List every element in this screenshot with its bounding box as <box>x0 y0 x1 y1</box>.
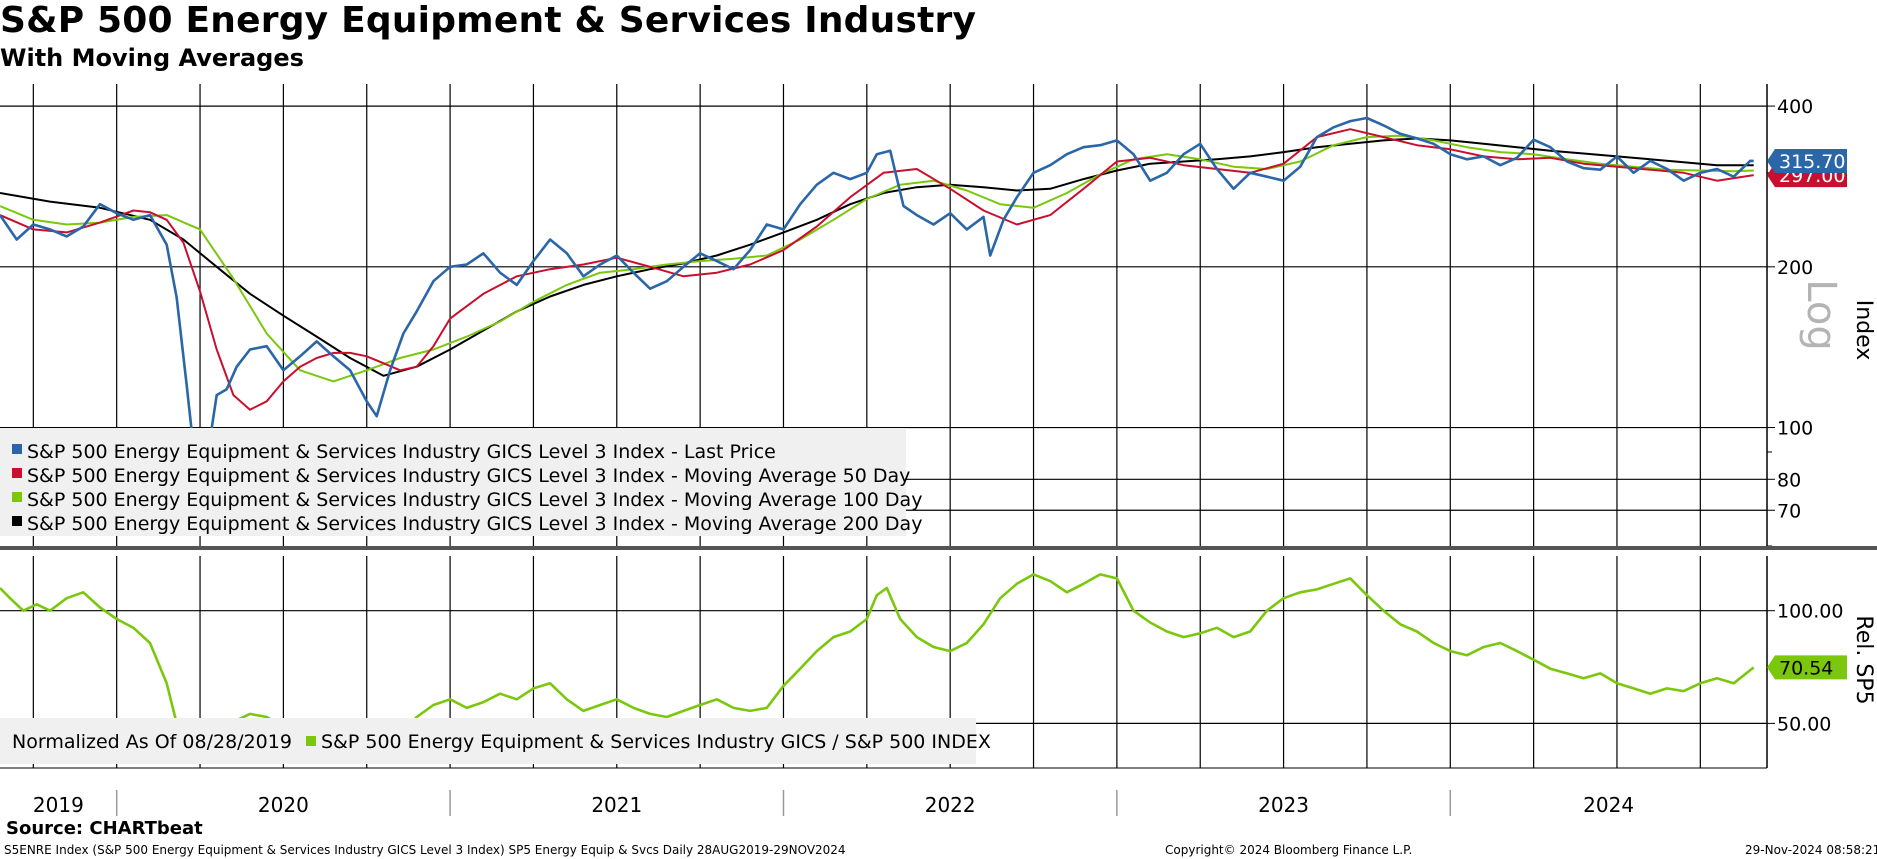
legend-swatch-ma200 <box>12 516 22 526</box>
x-tick-label-year: 2020 <box>258 793 309 817</box>
legend-swatch-ma100 <box>12 492 22 502</box>
panel-separator <box>0 546 1877 550</box>
legend-label-last-price: S&P 500 Energy Equipment & Services Indu… <box>27 441 776 463</box>
upper-legend-box <box>0 428 906 536</box>
upper-y-axis-label: Index <box>1851 300 1876 361</box>
log-scale-label: Log <box>1798 279 1844 350</box>
upper-tick-label: 70 <box>1777 500 1801 522</box>
last-value-relative: 70.54 <box>1779 657 1833 679</box>
x-tick-label-year: 2022 <box>925 793 976 817</box>
lower-y-axis: 50.00 100.00 <box>1766 556 1843 768</box>
x-tick-label-year: 2021 <box>591 793 642 817</box>
x-tick-label-year: 2023 <box>1258 793 1309 817</box>
series-line-relative <box>0 573 1755 754</box>
lower-legend-box <box>0 718 976 764</box>
lower-tick-label: 50.00 <box>1777 713 1831 735</box>
series-description: S5ENRE Index (S&P 500 Energy Equipment &… <box>4 843 846 857</box>
series-line-ma200 <box>0 137 1754 377</box>
lower-tick-label: 100.00 <box>1777 601 1843 623</box>
legend-swatch-last-price <box>12 444 22 454</box>
legend-label-ma200: S&P 500 Energy Equipment & Services Indu… <box>27 513 922 535</box>
legend-label-ma100: S&P 500 Energy Equipment & Services Indu… <box>27 489 922 511</box>
upper-panel-series <box>0 116 1754 475</box>
legend-label-relative: S&P 500 Energy Equipment & Services Indu… <box>321 731 991 753</box>
upper-tick-label: 100 <box>1777 418 1813 440</box>
last-value-tag-price <box>1767 148 1847 173</box>
timestamp: 29-Nov-2024 08:58:21 <box>1745 843 1877 857</box>
lower-legend: Normalized As Of 08/28/2019 S&P 500 Ener… <box>0 718 991 764</box>
lower-y-axis-label: Rel. SP5 <box>1851 615 1876 704</box>
x-axis: 2019 2020 2021 2022 2023 2024 <box>0 767 1767 817</box>
lower-panel-series <box>0 573 1755 754</box>
upper-tick-label: 200 <box>1777 257 1813 279</box>
chart-title: S&P 500 Energy Equipment & Services Indu… <box>0 0 977 41</box>
source-label: Source: CHARTbeat <box>6 818 203 839</box>
legend-swatch-ma50 <box>12 468 22 478</box>
lower-legend-note: Normalized As Of 08/28/2019 <box>12 731 292 753</box>
x-tick-label-year: 2019 <box>33 793 84 817</box>
upper-last-value-tags: 297.00 315.70 <box>1767 148 1847 188</box>
last-value-price: 315.70 <box>1779 151 1845 173</box>
legend-label-ma50: S&P 500 Energy Equipment & Services Indu… <box>27 465 910 487</box>
series-line-ma50 <box>0 128 1754 411</box>
upper-y-axis: 70 80 100 200 400 <box>1766 84 1813 547</box>
x-tick-label-year: 2024 <box>1583 793 1634 817</box>
chart-subtitle: With Moving Averages <box>0 44 304 72</box>
series-line-last_price <box>0 116 1754 475</box>
copyright: Copyright© 2024 Bloomberg Finance L.P. <box>1165 843 1413 857</box>
legend-swatch-relative <box>306 736 316 746</box>
upper-tick-label: 80 <box>1777 469 1801 491</box>
upper-legend: S&P 500 Energy Equipment & Services Indu… <box>0 428 922 536</box>
last-value-tag-relative <box>1767 655 1847 680</box>
upper-tick-label: 400 <box>1777 96 1813 118</box>
series-line-ma100 <box>0 134 1754 383</box>
